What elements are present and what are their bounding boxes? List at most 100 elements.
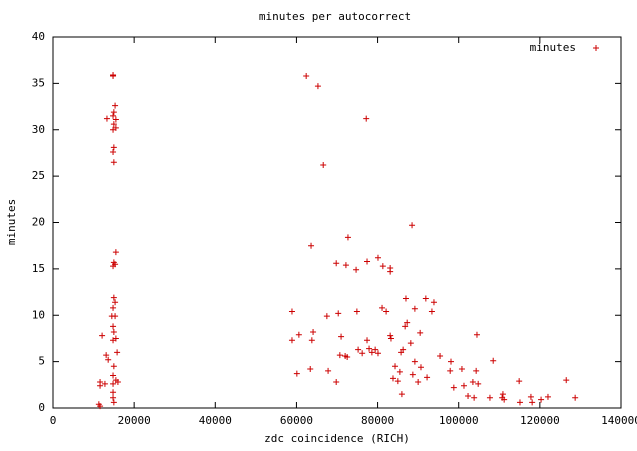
point	[97, 403, 104, 410]
point	[112, 249, 119, 256]
point	[372, 346, 379, 353]
point	[110, 323, 117, 330]
point	[422, 295, 429, 302]
point	[392, 363, 399, 370]
point	[110, 109, 117, 116]
point	[110, 112, 117, 119]
point	[110, 304, 117, 311]
point	[490, 357, 497, 364]
point	[402, 295, 409, 302]
point	[404, 319, 411, 326]
y-tick-label: 0	[38, 401, 45, 414]
point	[110, 328, 117, 335]
point	[538, 396, 545, 403]
y-tick-label: 25	[32, 169, 45, 182]
point	[333, 379, 340, 386]
point	[110, 389, 117, 396]
point	[353, 266, 360, 273]
point	[336, 352, 343, 359]
x-tick-label: 100000	[439, 414, 479, 427]
point	[460, 382, 467, 389]
point	[333, 260, 340, 267]
point	[430, 299, 437, 306]
point	[383, 308, 390, 315]
point	[486, 394, 493, 401]
point	[424, 374, 431, 381]
x-tick-label: 80000	[361, 414, 394, 427]
point	[110, 72, 117, 79]
point	[544, 393, 551, 400]
point	[353, 308, 360, 315]
point	[402, 323, 409, 330]
point	[389, 375, 396, 382]
x-axis-label: zdc coincidence (RICH)	[264, 432, 410, 445]
point	[471, 394, 478, 401]
point	[409, 371, 416, 378]
point	[359, 350, 366, 357]
point	[529, 399, 536, 406]
point	[110, 337, 117, 344]
y-tick-label: 10	[32, 308, 45, 321]
point	[110, 149, 117, 156]
x-tick-label: 60000	[280, 414, 313, 427]
point	[344, 234, 351, 241]
point	[364, 258, 371, 265]
point	[97, 382, 104, 389]
point	[363, 115, 370, 122]
point	[407, 340, 414, 347]
point	[103, 352, 110, 359]
point	[112, 261, 119, 268]
point	[323, 313, 330, 320]
point	[103, 115, 110, 122]
point	[417, 329, 424, 336]
point	[114, 349, 121, 356]
point	[396, 368, 403, 375]
point	[379, 263, 386, 270]
point	[110, 121, 117, 128]
point	[368, 349, 375, 356]
y-tick-label: 35	[32, 76, 45, 89]
x-tick-label: 20000	[118, 414, 151, 427]
point	[527, 393, 534, 400]
point	[411, 358, 418, 365]
point	[320, 161, 327, 168]
point	[110, 372, 117, 379]
point	[394, 378, 401, 385]
point	[335, 310, 342, 317]
point	[101, 380, 108, 387]
point	[288, 308, 295, 315]
point	[307, 366, 314, 373]
point	[338, 333, 345, 340]
point	[374, 350, 381, 357]
point	[516, 378, 523, 385]
point	[110, 380, 117, 387]
point	[308, 337, 315, 344]
point	[110, 294, 117, 301]
y-axis-label: minutes	[5, 199, 18, 245]
point	[473, 367, 480, 374]
y-tick-label: 5	[38, 355, 45, 368]
point	[344, 353, 351, 360]
point	[475, 380, 482, 387]
point	[450, 384, 457, 391]
point	[387, 332, 394, 339]
x-tick-label: 0	[50, 414, 57, 427]
point	[105, 356, 112, 363]
point	[374, 254, 381, 261]
legend-label: minutes	[530, 41, 576, 54]
point	[465, 392, 472, 399]
x-tick-label: 40000	[199, 414, 232, 427]
point	[112, 102, 119, 109]
point	[387, 268, 394, 275]
point	[417, 364, 424, 371]
point	[110, 144, 117, 151]
point	[110, 394, 117, 401]
point	[295, 331, 302, 338]
point	[447, 367, 454, 374]
y-tick-label: 40	[32, 30, 45, 43]
point	[314, 83, 321, 90]
point	[310, 328, 317, 335]
x-tick-label: 140000	[601, 414, 637, 427]
